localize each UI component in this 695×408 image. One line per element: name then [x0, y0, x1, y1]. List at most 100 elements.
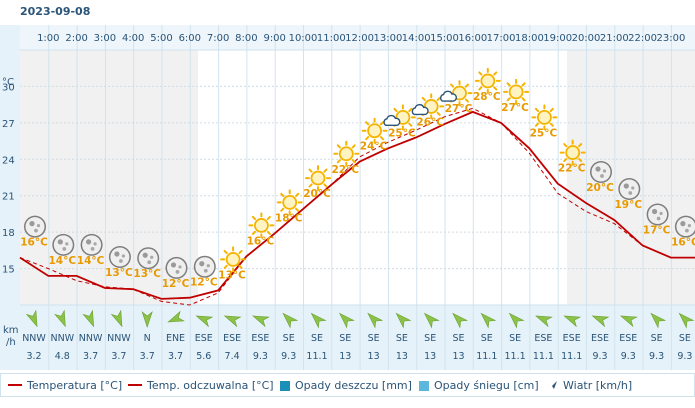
- wind-direction: ESE: [534, 333, 552, 344]
- wind-arrow-icon: [167, 310, 185, 323]
- wind-direction: SE: [368, 333, 380, 344]
- sun-ray: [478, 86, 483, 91]
- wind-arrow-shape: [367, 312, 384, 329]
- temp-label: 26°C: [416, 116, 444, 128]
- sun-ray: [351, 144, 356, 149]
- moon-crater: [628, 191, 633, 195]
- sun-ray: [408, 107, 413, 112]
- wind-arrow-icon: [395, 312, 412, 329]
- sun-ray: [365, 121, 370, 126]
- sun-icon: [220, 246, 247, 273]
- wind-speed: 7.4: [225, 351, 240, 362]
- wind-arrow-icon: [338, 312, 355, 329]
- wind-direction: ESE: [619, 333, 637, 344]
- moon-crater: [62, 246, 67, 251]
- wind-arrow-icon: [367, 312, 384, 329]
- moon-icon: [590, 161, 612, 183]
- hour-label: 8:00: [235, 33, 257, 44]
- sun-icon: [474, 67, 501, 94]
- wind-arrow-shape: [650, 312, 667, 329]
- legend-line-swatch: [128, 384, 142, 386]
- temp-label: 22°C: [558, 163, 586, 175]
- moon-crater: [147, 260, 152, 265]
- sun-icon: [248, 212, 275, 239]
- temp-label: 25°C: [530, 127, 558, 139]
- sun-disc: [225, 252, 241, 267]
- temp-label: 16°C: [247, 235, 275, 247]
- sun-disc: [508, 84, 524, 100]
- sun-ray: [393, 107, 398, 112]
- moon-crater: [680, 221, 686, 227]
- wind-direction: ESE: [251, 333, 269, 344]
- wind-arrow-shape: [678, 312, 695, 329]
- sun-ray: [308, 168, 313, 173]
- temp-label: 25°C: [388, 127, 416, 139]
- wind-direction: SE: [339, 333, 351, 344]
- wind-arrow-icon: [110, 309, 123, 328]
- wind-speed: 13: [424, 351, 436, 362]
- wind-speed: 13: [452, 351, 464, 362]
- wind-direction: N: [144, 333, 151, 344]
- hour-label: 3:00: [94, 33, 116, 44]
- legend-rain-swatch: [280, 381, 290, 391]
- moon-face: [167, 258, 186, 278]
- wind-arrow-shape: [591, 315, 610, 328]
- temp-label: 13°C: [133, 268, 161, 280]
- sun-disc: [565, 145, 581, 160]
- moon-crater: [175, 270, 180, 274]
- wind-direction: SE: [509, 333, 521, 344]
- temp-label: 20°C: [586, 182, 614, 194]
- sun-ray: [534, 122, 540, 127]
- wind-arrow-shape: [167, 310, 185, 323]
- sun-disc: [537, 109, 552, 125]
- moon-crater: [600, 174, 604, 178]
- moon-face: [25, 217, 45, 237]
- wind-direction: ESE: [563, 333, 581, 344]
- hour-label: 5:00: [150, 33, 172, 44]
- sun-ray: [351, 159, 356, 164]
- y-tick-label: 15: [2, 265, 15, 276]
- y-tick-label: 27: [2, 119, 15, 130]
- sun-icon: [503, 78, 530, 105]
- wind-direction: ESE: [223, 333, 241, 344]
- moon-crater: [595, 166, 601, 172]
- moon-crater: [687, 224, 692, 228]
- wind-direction: ENE: [166, 333, 185, 344]
- legend-feels-like: Temp. odczuwalna [°C]: [128, 379, 274, 392]
- moon-face: [619, 179, 639, 199]
- wind-arrow-icon: [620, 315, 638, 328]
- sun-disc: [282, 194, 298, 210]
- wind-speed: 3.7: [140, 351, 155, 362]
- moon-crater: [685, 228, 689, 233]
- wind-direction: SE: [452, 333, 464, 344]
- sun-ray: [280, 192, 285, 197]
- forecast-date: 2023-09-08: [20, 5, 91, 18]
- wind-arrow-shape: [508, 312, 525, 329]
- sun-ray: [578, 157, 583, 163]
- sun-ray: [521, 82, 526, 87]
- wind-direction: NNW: [79, 333, 103, 344]
- temp-label: 12°C: [190, 277, 218, 289]
- wind-arrow-icon: [678, 312, 695, 329]
- moon-crater: [119, 259, 123, 263]
- sun-ray: [251, 230, 257, 235]
- moon-face: [648, 205, 668, 224]
- temp-label: 28°C: [473, 91, 501, 103]
- moon-crater: [178, 265, 182, 269]
- sun-ray: [295, 192, 300, 197]
- sun-ray: [365, 136, 370, 141]
- hour-label: 4:00: [122, 33, 144, 44]
- moon-icon: [165, 256, 188, 279]
- temp-label: 24°C: [360, 141, 388, 153]
- wind-arrow-shape: [423, 312, 440, 329]
- sun-icon: [305, 165, 331, 192]
- wind-direction: SE: [481, 333, 493, 344]
- wind-speed: 11.1: [505, 351, 526, 362]
- y-tick-label: 18: [2, 228, 15, 239]
- left-axis-bg: [0, 25, 20, 370]
- wind-arrow-shape: [110, 309, 123, 328]
- sun-ray: [379, 136, 385, 141]
- wind-speed: 3.7: [83, 351, 98, 362]
- wind-speed: 5.6: [196, 351, 211, 362]
- sun-ray: [421, 96, 426, 102]
